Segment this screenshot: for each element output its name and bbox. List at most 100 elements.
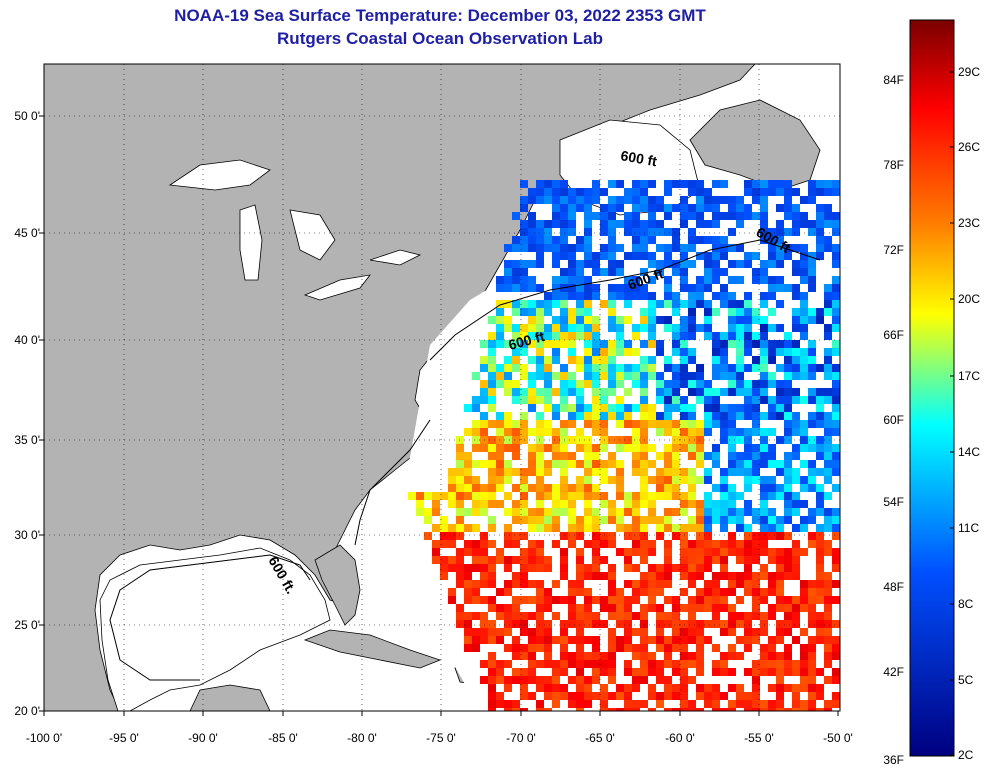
sst-pixel xyxy=(488,564,496,572)
sst-pixel xyxy=(776,188,784,196)
sst-pixel xyxy=(688,636,696,644)
sst-pixel xyxy=(480,660,488,668)
sst-pixel xyxy=(672,268,680,276)
sst-pixel xyxy=(496,428,504,436)
sst-pixel xyxy=(528,564,536,572)
sst-pixel xyxy=(568,276,576,284)
sst-pixel xyxy=(704,388,712,396)
sst-pixel xyxy=(768,380,776,388)
sst-pixel xyxy=(672,476,680,484)
sst-pixel xyxy=(640,292,648,300)
sst-pixel xyxy=(696,452,704,460)
sst-pixel xyxy=(632,540,640,548)
longitude-tick-label: -65 0' xyxy=(585,731,615,745)
sst-pixel xyxy=(440,556,448,564)
sst-pixel xyxy=(824,324,832,332)
sst-pixel xyxy=(696,508,704,516)
sst-pixel xyxy=(592,380,600,388)
sst-pixel xyxy=(720,300,728,308)
sst-pixel xyxy=(720,196,728,204)
sst-pixel xyxy=(640,516,648,524)
sst-pixel xyxy=(512,396,520,404)
sst-pixel xyxy=(696,292,704,300)
sst-pixel xyxy=(616,372,624,380)
sst-pixel xyxy=(640,364,648,372)
sst-pixel xyxy=(544,356,552,364)
sst-pixel xyxy=(728,300,736,308)
sst-pixel xyxy=(608,436,616,444)
sst-pixel xyxy=(616,420,624,428)
sst-pixel xyxy=(800,356,808,364)
sst-pixel xyxy=(552,692,560,700)
sst-pixel xyxy=(784,412,792,420)
sst-pixel xyxy=(664,180,672,188)
sst-pixel xyxy=(456,612,464,620)
sst-pixel xyxy=(432,524,440,532)
colorbar-c-label: 26C xyxy=(958,140,980,154)
sst-pixel xyxy=(584,316,592,324)
sst-pixel xyxy=(608,532,616,540)
sst-pixel xyxy=(504,324,512,332)
sst-pixel xyxy=(832,308,840,316)
sst-pixel xyxy=(416,492,424,500)
sst-pixel xyxy=(528,580,536,588)
sst-pixel xyxy=(728,620,736,628)
sst-pixel xyxy=(640,228,648,236)
sst-pixel xyxy=(504,388,512,396)
sst-pixel xyxy=(624,644,632,652)
sst-pixel xyxy=(616,548,624,556)
sst-pixel xyxy=(728,668,736,676)
sst-pixel xyxy=(832,668,840,676)
sst-pixel xyxy=(608,628,616,636)
sst-pixel xyxy=(688,500,696,508)
sst-pixel xyxy=(648,668,656,676)
sst-pixel xyxy=(712,364,720,372)
sst-pixel xyxy=(672,428,680,436)
sst-pixel xyxy=(576,604,584,612)
sst-pixel xyxy=(696,220,704,228)
sst-pixel xyxy=(448,492,456,500)
sst-pixel xyxy=(784,244,792,252)
sst-pixel xyxy=(816,668,824,676)
sst-pixel xyxy=(712,516,720,524)
sst-pixel xyxy=(640,388,648,396)
sst-pixel xyxy=(488,684,496,692)
sst-pixel xyxy=(648,300,656,308)
sst-pixel xyxy=(824,292,832,300)
sst-pixel xyxy=(544,428,552,436)
sst-pixel xyxy=(616,524,624,532)
sst-pixel xyxy=(752,676,760,684)
sst-pixel xyxy=(504,508,512,516)
sst-pixel xyxy=(720,652,728,660)
sst-pixel xyxy=(568,460,576,468)
sst-pixel xyxy=(520,484,528,492)
sst-pixel xyxy=(624,508,632,516)
sst-pixel xyxy=(656,676,664,684)
sst-pixel xyxy=(656,532,664,540)
sst-pixel xyxy=(640,244,648,252)
sst-pixel xyxy=(504,476,512,484)
sst-pixel xyxy=(728,388,736,396)
sst-pixel xyxy=(768,700,776,708)
sst-pixel xyxy=(472,596,480,604)
sst-pixel xyxy=(760,628,768,636)
sst-pixel xyxy=(704,700,712,708)
sst-pixel xyxy=(752,412,760,420)
sst-pixel xyxy=(640,548,648,556)
sst-pixel xyxy=(728,684,736,692)
sst-pixel xyxy=(488,364,496,372)
sst-pixel xyxy=(744,252,752,260)
sst-pixel xyxy=(736,372,744,380)
sst-pixel xyxy=(472,564,480,572)
sst-pixel xyxy=(784,484,792,492)
sst-pixel xyxy=(648,548,656,556)
sst-pixel xyxy=(624,252,632,260)
sst-pixel xyxy=(664,228,672,236)
sst-pixel xyxy=(816,236,824,244)
sst-pixel xyxy=(736,700,744,708)
sst-pixel xyxy=(512,420,520,428)
sst-pixel xyxy=(608,516,616,524)
sst-pixel xyxy=(760,236,768,244)
sst-pixel xyxy=(456,452,464,460)
sst-pixel xyxy=(680,620,688,628)
